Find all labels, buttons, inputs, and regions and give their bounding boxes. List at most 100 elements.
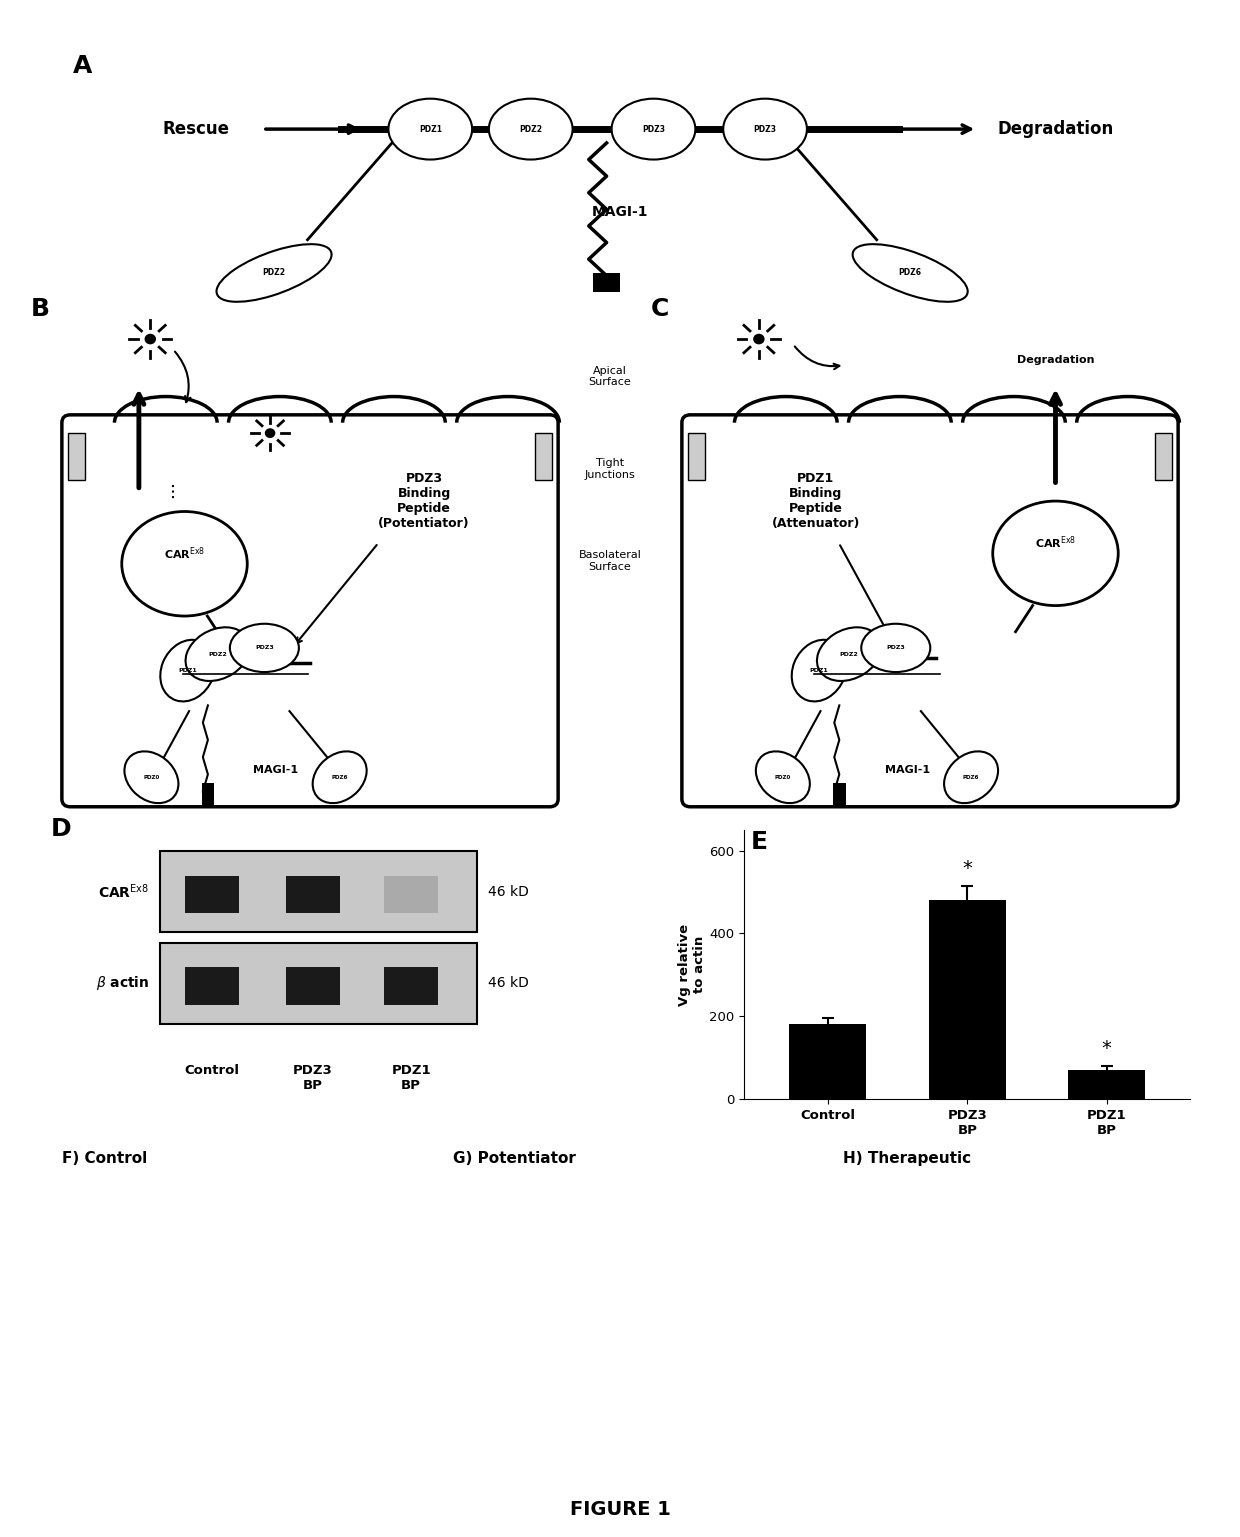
- Text: PDZ3: PDZ3: [255, 646, 274, 650]
- Point: [608, 1317, 627, 1342]
- Point: [534, 1196, 554, 1220]
- Circle shape: [486, 1409, 533, 1454]
- Circle shape: [723, 1405, 761, 1440]
- Text: Rescue: Rescue: [162, 120, 229, 138]
- Ellipse shape: [217, 244, 331, 301]
- Ellipse shape: [862, 624, 930, 672]
- Point: [197, 1417, 217, 1442]
- Ellipse shape: [186, 627, 249, 681]
- Point: [246, 1196, 265, 1220]
- Point: [274, 1440, 294, 1465]
- Text: PDZ1
BP: PDZ1 BP: [392, 1064, 432, 1091]
- Circle shape: [666, 1385, 723, 1437]
- Point: [157, 1331, 177, 1356]
- Point: [109, 1368, 129, 1393]
- Point: [665, 1402, 684, 1426]
- Point: [162, 1294, 182, 1319]
- Bar: [285, 967, 340, 1005]
- Circle shape: [513, 1423, 532, 1440]
- Point: [547, 1368, 567, 1393]
- Text: PDZ6: PDZ6: [899, 269, 921, 278]
- Text: PDZ0: PDZ0: [775, 775, 791, 779]
- Text: PDZ1
Binding
Peptide
(Attenuator): PDZ1 Binding Peptide (Attenuator): [771, 472, 861, 530]
- Circle shape: [114, 1349, 175, 1406]
- Point: [215, 1266, 234, 1291]
- Text: Control: Control: [185, 1064, 239, 1077]
- Point: [81, 1231, 100, 1256]
- Circle shape: [92, 1388, 129, 1420]
- Point: [247, 1346, 267, 1371]
- Point: [492, 1240, 512, 1265]
- Ellipse shape: [993, 501, 1118, 606]
- Point: [141, 1190, 161, 1214]
- Text: PDZ2: PDZ2: [208, 652, 227, 656]
- Circle shape: [224, 1256, 255, 1283]
- Circle shape: [686, 1366, 745, 1420]
- Text: PDZ3: PDZ3: [642, 124, 665, 134]
- Ellipse shape: [611, 98, 696, 160]
- Ellipse shape: [817, 627, 882, 681]
- Point: [649, 1190, 668, 1214]
- Point: [672, 1400, 692, 1425]
- Point: [619, 1299, 639, 1323]
- Bar: [790, 1025, 866, 1099]
- Point: [877, 1348, 897, 1373]
- Circle shape: [624, 1354, 642, 1369]
- Point: [656, 1400, 676, 1425]
- Point: [588, 1320, 608, 1345]
- Text: PDZ1: PDZ1: [419, 124, 441, 134]
- Point: [515, 1316, 534, 1340]
- Text: G) Potentiator: G) Potentiator: [453, 1151, 575, 1165]
- Point: [691, 1411, 711, 1436]
- Point: [523, 1217, 543, 1242]
- Ellipse shape: [124, 752, 179, 804]
- Bar: [68, 433, 84, 480]
- Text: Basolateral
Surface: Basolateral Surface: [579, 550, 641, 572]
- Circle shape: [494, 1220, 543, 1265]
- Point: [580, 1296, 600, 1320]
- Bar: [1069, 1070, 1145, 1099]
- Circle shape: [327, 1274, 350, 1294]
- Text: PDZ2: PDZ2: [263, 269, 285, 278]
- Circle shape: [498, 1345, 570, 1411]
- Point: [175, 1429, 195, 1454]
- Point: [547, 1250, 567, 1274]
- Point: [118, 1426, 138, 1451]
- Point: [541, 1369, 560, 1394]
- Bar: [185, 967, 239, 1005]
- Circle shape: [584, 1183, 650, 1243]
- Bar: [202, 782, 215, 805]
- Bar: [593, 274, 620, 292]
- Point: [74, 1194, 94, 1219]
- Text: PDZ3
BP: PDZ3 BP: [293, 1064, 332, 1091]
- Text: MAGI-1: MAGI-1: [591, 204, 649, 220]
- Point: [281, 1167, 301, 1191]
- Point: [104, 1271, 124, 1296]
- FancyBboxPatch shape: [62, 415, 558, 807]
- Text: F) Control: F) Control: [62, 1151, 148, 1165]
- Point: [348, 1200, 368, 1225]
- Bar: [687, 433, 704, 480]
- Point: [713, 1180, 733, 1205]
- Text: PDZ3
Binding
Peptide
(Potentiator): PDZ3 Binding Peptide (Potentiator): [378, 472, 470, 530]
- Ellipse shape: [756, 752, 810, 804]
- Text: PDZ3: PDZ3: [887, 646, 905, 650]
- Point: [756, 1222, 776, 1247]
- Text: MAGI-1: MAGI-1: [253, 765, 299, 775]
- Text: Apical
Surface: Apical Surface: [589, 366, 631, 387]
- Point: [151, 1354, 171, 1379]
- Circle shape: [166, 1243, 202, 1277]
- Point: [734, 1220, 754, 1245]
- Bar: [1156, 433, 1173, 480]
- Circle shape: [547, 1199, 590, 1239]
- Point: [537, 1411, 557, 1436]
- Bar: [160, 851, 476, 931]
- Point: [312, 1308, 332, 1333]
- Point: [250, 1414, 270, 1439]
- Point: [122, 1396, 141, 1420]
- Circle shape: [145, 335, 155, 344]
- Circle shape: [527, 1265, 641, 1371]
- Point: [88, 1219, 108, 1243]
- Ellipse shape: [489, 98, 573, 160]
- Point: [1006, 1253, 1025, 1277]
